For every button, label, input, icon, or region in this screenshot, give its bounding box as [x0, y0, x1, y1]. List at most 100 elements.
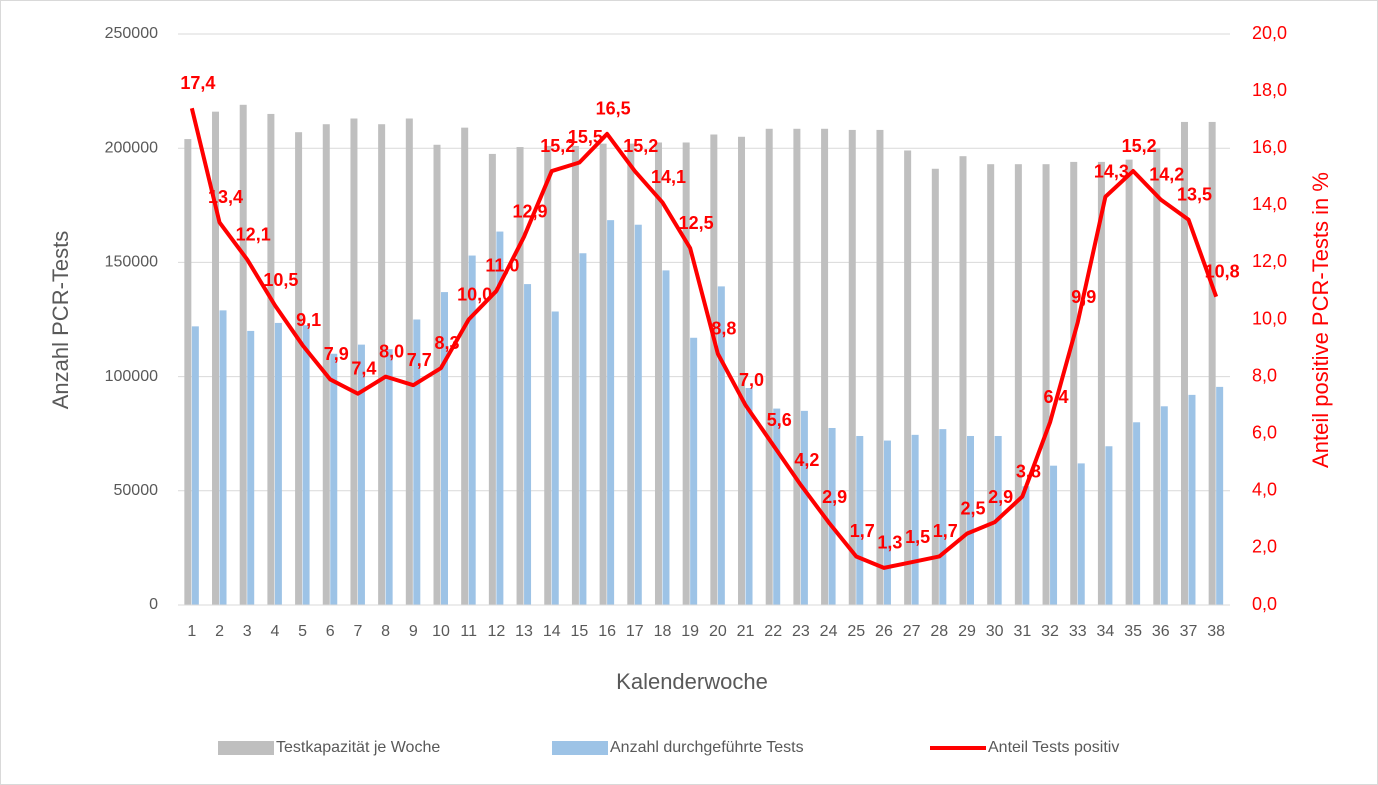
bar	[247, 330, 255, 605]
bar	[330, 353, 338, 605]
legend-label: Anteil Tests positiv	[988, 739, 1119, 756]
data-label: 7,7	[407, 350, 432, 370]
y-tick-label: 150000	[105, 254, 158, 271]
x-tick-label: 30	[986, 623, 1004, 640]
x-tick-label: 20	[709, 623, 727, 640]
x-tick-label: 35	[1124, 623, 1142, 640]
bar	[267, 113, 275, 605]
data-label: 1,7	[850, 521, 875, 541]
data-label: 2,9	[988, 487, 1013, 507]
y2-tick-label: 16,0	[1252, 137, 1287, 157]
data-label: 5,6	[767, 410, 792, 430]
bar	[295, 132, 303, 605]
data-label: 7,9	[324, 344, 349, 364]
x-tick-label: 16	[598, 623, 616, 640]
x-tick-label: 11	[460, 623, 477, 640]
bar	[413, 319, 421, 605]
bar	[662, 270, 670, 605]
data-label: 14,2	[1149, 164, 1184, 184]
x-tick-label: 1	[187, 623, 196, 640]
data-label: 11,0	[485, 256, 519, 276]
y-tick-label: 250000	[105, 25, 158, 42]
bar	[1125, 159, 1133, 605]
x-tick-label: 24	[820, 623, 838, 640]
bar	[911, 434, 919, 605]
data-label: 9,9	[1071, 287, 1096, 307]
bar	[488, 153, 496, 605]
bar	[1050, 465, 1058, 605]
bar	[1216, 386, 1224, 605]
data-label: 15,2	[1122, 136, 1157, 156]
x-tick-label: 15	[571, 623, 589, 640]
bar	[607, 220, 615, 605]
data-label: 4,2	[794, 450, 819, 470]
x-tick-label: 33	[1069, 623, 1087, 640]
y2-tick-label: 14,0	[1252, 194, 1287, 214]
bar	[579, 253, 587, 605]
data-label: 1,5	[905, 527, 930, 547]
x-tick-label: 27	[903, 623, 921, 640]
bar	[793, 128, 801, 605]
bar	[302, 325, 310, 605]
x-tick-label: 9	[409, 623, 418, 640]
bar	[967, 435, 974, 605]
data-label: 12,5	[679, 213, 714, 233]
bar	[959, 156, 967, 605]
bar	[800, 410, 808, 605]
data-label: 17,4	[180, 73, 215, 93]
bar	[931, 168, 939, 606]
x-tick-label: 32	[1041, 623, 1059, 640]
bar	[350, 118, 358, 606]
bar	[745, 388, 753, 605]
y2-tick-label: 4,0	[1252, 480, 1277, 500]
bar	[1133, 422, 1141, 605]
bar	[219, 310, 227, 605]
y2-tick-label: 8,0	[1252, 365, 1277, 385]
y-axis-title: Anzahl PCR-Tests	[48, 231, 73, 410]
bar	[191, 326, 199, 605]
data-label: 8,8	[711, 319, 736, 339]
bar	[212, 111, 220, 605]
bar	[1160, 406, 1168, 605]
x-tick-label: 26	[875, 623, 893, 640]
bar	[1180, 121, 1188, 606]
data-label: 15,5	[568, 127, 603, 147]
x-tick-label: 29	[958, 623, 976, 640]
data-label: 9,1	[296, 310, 321, 330]
bar	[468, 255, 476, 605]
data-label: 14,1	[651, 167, 686, 187]
bar	[987, 164, 995, 606]
bar	[765, 128, 773, 605]
bar	[773, 408, 781, 605]
bar	[1153, 148, 1161, 605]
bar	[883, 440, 891, 605]
bar	[405, 118, 413, 606]
y-tick-label: 200000	[105, 139, 158, 156]
bar	[904, 150, 912, 605]
data-label: 14,3	[1094, 161, 1129, 181]
y2-tick-label: 10,0	[1252, 308, 1287, 328]
data-label: 15,2	[540, 136, 575, 156]
data-label: 2,5	[960, 498, 985, 518]
y-tick-label: 0	[149, 596, 158, 613]
bar	[571, 145, 579, 605]
bar	[939, 429, 947, 605]
line	[189, 107, 1219, 570]
x-tick-label: 19	[681, 623, 699, 640]
x-tick-label: 8	[381, 623, 390, 640]
bar	[496, 231, 504, 606]
x-tick-label: 3	[243, 623, 252, 640]
x-tick-label: 36	[1152, 623, 1170, 640]
data-label: 10,5	[263, 270, 298, 290]
bar	[654, 142, 662, 606]
bar	[274, 322, 282, 605]
y2-tick-label: 2,0	[1252, 537, 1277, 557]
bar	[828, 427, 836, 605]
y2-tick-label: 18,0	[1252, 80, 1287, 100]
bar	[717, 286, 725, 605]
bar	[322, 124, 330, 605]
bar	[184, 139, 192, 605]
x-tick-label: 14	[543, 623, 561, 640]
x-tick-label: 28	[930, 623, 948, 640]
x-tick-label: 10	[432, 623, 450, 640]
